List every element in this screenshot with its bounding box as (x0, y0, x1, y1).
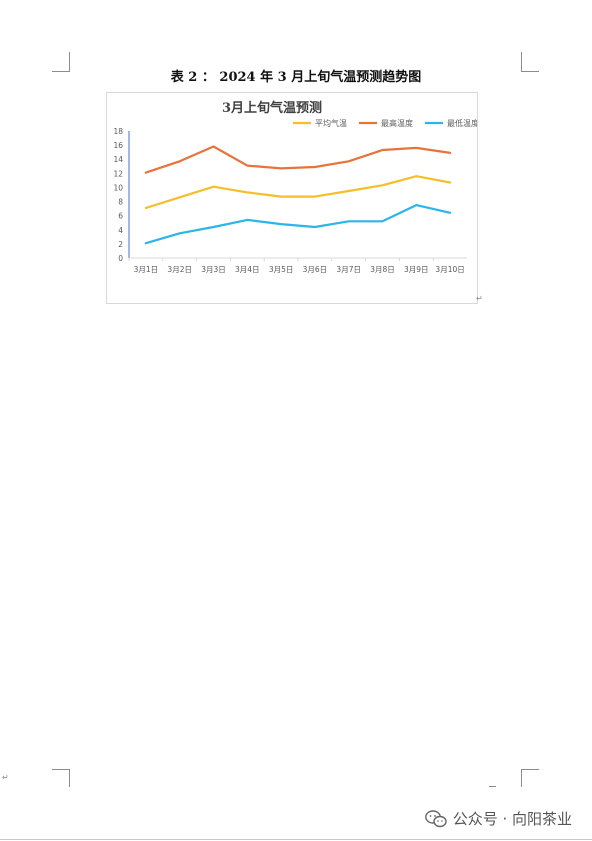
crop-mark-bottom-right-v (521, 769, 522, 787)
y-tick-label: 14 (113, 155, 123, 164)
legend-label-3: 最低温度 (447, 118, 477, 128)
x-tick-label: 3月5日 (269, 265, 294, 274)
table-caption: 表 2 ： 2024 年 3 月上旬气温预测趋势图 (170, 70, 422, 85)
x-tick-label: 3月3日 (201, 265, 226, 274)
crop-mark-bottom-left-v (69, 769, 70, 787)
watermark-text: 公众号 · 向阳茶业 (452, 810, 572, 828)
y-tick-label: 4 (118, 226, 123, 235)
x-tick-label: 3月2日 (167, 265, 192, 274)
crop-mark-top-left-v (69, 52, 70, 72)
y-tick-label: 16 (113, 141, 123, 150)
crop-mark-top-left-h (52, 71, 70, 72)
watermark: 公众号 · 向阳茶业 (424, 808, 572, 829)
y-tick-label: 18 (113, 127, 123, 136)
y-tick-label: 0 (118, 254, 123, 263)
series-line-3 (144, 203, 452, 245)
legend-label-1: 平均气温 (315, 118, 347, 128)
chart-frame[interactable]: 3月上旬气温预测平均气温 最高温度 最低温度 0 2 4 6 8 10 12 14 16 18 3月1日 3… (106, 92, 478, 304)
chart-title: 3月上旬气温预测 (222, 100, 322, 116)
page-bottom-border (0, 839, 592, 840)
series-line-2 (144, 145, 452, 174)
x-tick-label: 3月9日 (404, 265, 429, 274)
legend-label-2: 最高温度 (381, 118, 413, 128)
paragraph-mark: ↵ (476, 294, 483, 303)
x-tick-label: 3月6日 (303, 265, 328, 274)
y-tick-label: 2 (118, 240, 123, 249)
crop-mark-bottom-right-h (521, 769, 539, 770)
crop-mark-bottom-left-h (52, 769, 70, 770)
crop-mark-bottom-right-small (489, 786, 496, 787)
y-tick-label: 8 (118, 198, 123, 207)
y-tick-label: 12 (113, 169, 123, 178)
series-line-1 (144, 175, 452, 210)
x-tick-label: 3月8日 (370, 265, 395, 274)
x-tick-label: 3月1日 (134, 265, 159, 274)
x-tick-label: 3月4日 (235, 265, 260, 274)
paragraph-mark-margin: ↵ (2, 773, 9, 782)
crop-mark-top-right-v (521, 52, 522, 72)
x-tick-label: 3月10日 (435, 265, 464, 274)
crop-mark-top-right-h (521, 71, 539, 72)
y-tick-label: 6 (118, 212, 123, 221)
y-tick-label: 10 (113, 183, 123, 192)
x-tick-label: 3月7日 (336, 265, 361, 274)
wechat-icon (424, 809, 447, 827)
